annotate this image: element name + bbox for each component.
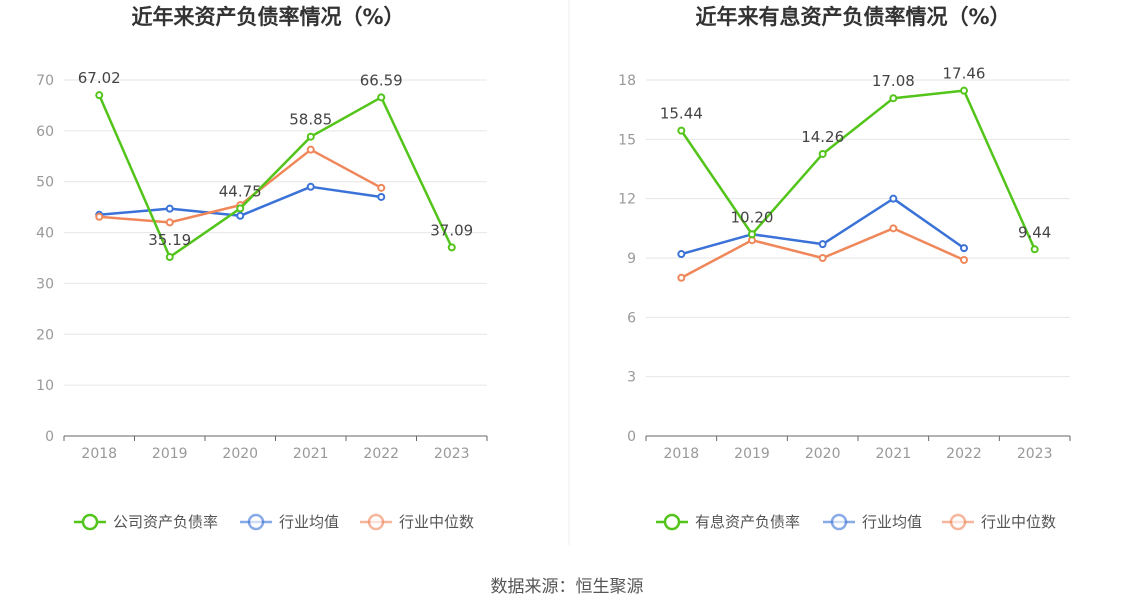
data-point <box>95 91 104 100</box>
y-tick-label: 0 <box>45 429 54 445</box>
x-tick-label: 2023 <box>434 446 470 462</box>
data-point <box>960 244 968 253</box>
data-label: 67.02 <box>78 69 121 87</box>
legend-label: 行业中位数 <box>981 513 1056 531</box>
data-point <box>889 94 898 103</box>
y-tick-label: 50 <box>36 175 54 191</box>
x-tick-label: 2022 <box>363 446 399 462</box>
data-label: 17.46 <box>943 65 986 83</box>
legend-label: 行业中位数 <box>399 513 474 531</box>
series-line <box>680 227 965 279</box>
data-point <box>677 273 686 282</box>
legend-label: 有息资产负债率 <box>695 513 800 531</box>
legend-marker-icon <box>81 513 99 531</box>
y-tick-label: 40 <box>36 226 54 242</box>
legend-item[interactable]: 行业中位数 <box>360 513 474 531</box>
x-tick-label: 2021 <box>293 446 329 462</box>
interest-debt-ratio-chart: 近年来有息资产负债率情况（%） 0 3 6 9 12 15 18 2018 2019 2020 202… <box>618 5 1071 531</box>
data-label: 14.26 <box>801 128 844 146</box>
y-tick-label: 15 <box>618 132 636 148</box>
legend-marker-icon <box>949 513 967 531</box>
data-label: 9.44 <box>1018 223 1051 241</box>
y-tick-label: 3 <box>627 370 636 386</box>
data-point <box>1030 245 1039 254</box>
data-point <box>306 145 315 154</box>
y-tick-label: 0 <box>627 429 636 445</box>
series-line <box>680 89 1036 250</box>
debt-ratio-chart: 近年来资产负债率情况（%） 0 10 20 30 40 50 60 70 2018 2019 2020… <box>36 5 488 531</box>
legend-marker-icon <box>830 513 848 531</box>
data-source-footer: 数据来源：恒生聚源 <box>491 577 644 597</box>
legend-item[interactable]: 公司资产负债率 <box>74 513 218 531</box>
y-tick-label: 18 <box>618 73 636 89</box>
data-label: 10.20 <box>731 208 774 226</box>
data-point <box>306 182 315 191</box>
legend-label: 行业均值 <box>862 513 922 531</box>
legend-label: 行业均值 <box>279 513 339 531</box>
data-point <box>95 212 104 221</box>
data-point <box>677 126 686 135</box>
y-tick-label: 9 <box>627 251 636 267</box>
data-label: 37.09 <box>430 221 473 239</box>
data-point <box>960 255 968 264</box>
data-point <box>447 243 456 252</box>
data-point <box>818 240 827 249</box>
y-tick-label: 60 <box>36 124 54 140</box>
legend-item[interactable]: 行业均值 <box>823 513 922 531</box>
data-label: 17.08 <box>872 72 915 90</box>
data-point <box>677 250 686 259</box>
x-tick-label: 2019 <box>152 446 188 462</box>
legend-label: 公司资产负债率 <box>113 513 218 531</box>
y-tick-label: 30 <box>36 276 54 292</box>
legend-item[interactable]: 行业均值 <box>240 513 339 531</box>
data-point <box>748 230 756 239</box>
x-tick-label: 2020 <box>222 446 258 462</box>
legend-marker-icon <box>247 513 265 531</box>
data-point <box>165 218 174 227</box>
x-tick-label: 2020 <box>805 446 841 462</box>
data-point <box>165 253 174 262</box>
data-point <box>306 132 315 141</box>
data-point <box>818 254 827 262</box>
data-point <box>236 204 245 213</box>
data-point <box>377 183 386 192</box>
data-point <box>377 93 386 102</box>
data-point <box>889 194 898 203</box>
data-point <box>889 224 898 233</box>
x-tick-label: 2018 <box>81 446 117 462</box>
legend-item[interactable]: 有息资产负债率 <box>656 513 800 531</box>
chart-title: 近年来资产负债率情况（%） <box>131 5 404 29</box>
x-tick-label: 2023 <box>1017 446 1053 462</box>
data-label: 15.44 <box>660 105 703 123</box>
legend-marker-icon <box>367 513 385 531</box>
x-tick-label: 2022 <box>946 446 982 462</box>
legend-item[interactable]: 行业中位数 <box>942 513 1056 531</box>
y-tick-label: 70 <box>36 73 54 89</box>
x-tick-label: 2018 <box>664 446 700 462</box>
data-point <box>236 211 245 220</box>
data-label: 44.75 <box>219 182 262 200</box>
x-tick-label: 2019 <box>734 446 770 462</box>
data-point <box>377 192 386 201</box>
data-label: 35.19 <box>148 231 191 249</box>
series-line <box>98 94 453 259</box>
data-label: 66.59 <box>360 71 403 89</box>
chart-title: 近年来有息资产负债率情况（%） <box>695 5 1010 29</box>
data-point <box>165 204 174 213</box>
data-point <box>960 86 968 95</box>
y-tick-label: 20 <box>36 327 54 343</box>
y-tick-label: 12 <box>618 192 636 208</box>
data-label: 58.85 <box>289 111 332 129</box>
legend-marker-icon <box>663 513 681 531</box>
data-point <box>818 149 827 158</box>
y-tick-label: 10 <box>36 378 54 394</box>
x-tick-label: 2021 <box>876 446 912 462</box>
y-tick-label: 6 <box>627 310 636 326</box>
